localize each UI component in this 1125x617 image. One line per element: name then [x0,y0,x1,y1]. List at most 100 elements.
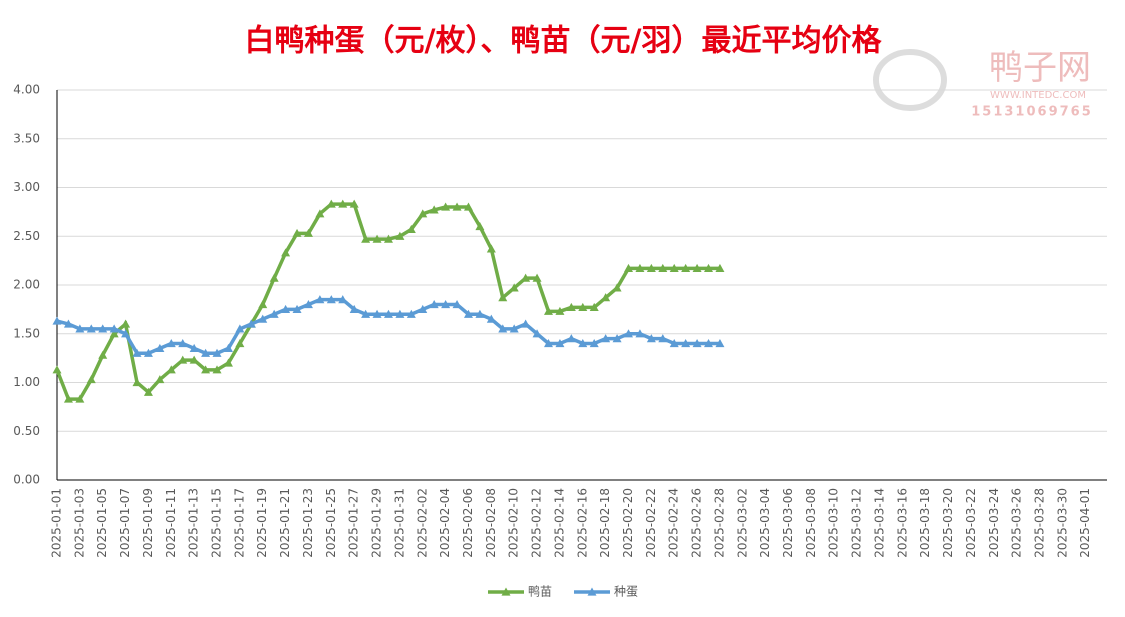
point-marker [269,273,279,282]
point-marker [315,209,325,218]
point-marker [612,334,622,343]
x-tick-label: 2025-03-08 [804,488,818,558]
point-marker [223,343,233,352]
point-marker [315,295,325,304]
point-marker [75,394,85,403]
y-tick-label: 3.50 [13,131,40,145]
legend-item: 种蛋 [574,585,638,599]
point-marker [555,339,565,348]
point-marker [715,263,725,273]
point-marker [543,306,553,315]
point-marker [658,263,668,273]
point-marker [463,202,473,211]
x-tick-label: 2025-02-04 [438,488,452,558]
x-tick-label: 2025-02-22 [644,488,658,558]
watermark-name: 鸭子网 [989,48,1091,88]
point-marker [281,304,291,313]
point-marker [235,339,245,348]
x-tick-label: 2025-01-23 [301,488,315,558]
point-marker [704,339,714,348]
point-marker [75,324,85,333]
y-tick-label: 3.00 [13,180,40,194]
point-marker [121,329,131,338]
point-marker [349,199,359,208]
x-tick-label: 2025-02-20 [621,488,635,558]
point-marker [338,295,348,304]
watermark-site: WWW.INTEDC.COM [990,90,1086,101]
legend-marker [587,587,597,596]
point-marker [86,375,96,384]
point-marker [452,300,462,309]
point-marker [155,343,165,352]
point-marker [303,300,313,309]
x-tick-label: 2025-01-25 [324,488,338,558]
point-marker [383,234,393,243]
point-marker [715,339,725,348]
point-marker [601,334,611,343]
point-marker [361,234,371,243]
point-marker [269,309,279,318]
y-tick-label: 0.00 [13,473,40,487]
point-marker [681,339,691,348]
point-marker [395,309,405,318]
point-marker [383,309,393,318]
point-marker [429,205,439,214]
point-marker [63,394,73,403]
point-marker [498,324,508,333]
point-marker [143,348,153,357]
point-marker [395,231,405,240]
y-tick-label: 1.50 [13,326,40,340]
x-tick-label: 2025-01-27 [347,488,361,558]
point-marker [212,365,222,374]
point-marker [201,365,211,374]
point-marker [635,263,645,273]
point-marker [52,316,62,325]
legend-marker [501,587,511,596]
point-marker [86,324,96,333]
point-marker [555,306,565,315]
x-tick-label: 2025-03-04 [758,488,772,558]
x-tick-label: 2025-03-10 [827,488,841,558]
watermark-logo [873,49,947,111]
point-marker [624,329,633,338]
x-tick-label: 2025-02-02 [415,488,429,558]
point-marker [692,339,702,348]
point-marker [486,314,496,323]
x-tick-label: 2025-01-21 [278,488,292,558]
point-marker [509,283,519,292]
point-marker [463,309,473,318]
point-marker [635,329,645,338]
x-tick-label: 2025-03-28 [1032,488,1046,558]
x-tick-label: 2025-03-22 [964,488,978,558]
point-marker [441,202,451,211]
x-tick-label: 2025-01-19 [255,488,269,558]
point-marker [166,339,176,348]
point-marker [509,324,519,333]
y-tick-label: 4.00 [13,83,40,97]
point-marker [303,228,313,237]
point-marker [235,324,245,333]
point-marker [441,300,451,309]
x-tick-label: 2025-03-02 [735,488,749,558]
point-marker [681,263,691,273]
point-marker [63,319,73,328]
x-tick-label: 2025-03-18 [918,488,932,558]
point-marker [132,348,142,357]
point-marker [155,375,165,384]
point-marker [704,263,714,273]
y-tick-label: 2.00 [13,278,40,292]
point-marker [361,309,371,318]
watermark-phone: 15131069765 [971,105,1093,120]
series-line [55,202,720,401]
y-tick-label: 1.00 [13,375,40,389]
x-tick-label: 2025-01-13 [187,488,201,558]
point-marker [646,263,656,273]
x-tick-label: 2025-02-08 [484,488,498,558]
x-tick-label: 2025-01-31 [392,488,406,558]
x-tick-label: 2025-03-24 [987,488,1001,558]
point-marker [98,350,108,359]
x-tick-label: 2025-01-05 [95,488,109,558]
x-tick-label: 2025-03-26 [1010,488,1024,558]
point-marker [406,309,416,318]
x-tick-label: 2025-02-26 [690,488,704,558]
